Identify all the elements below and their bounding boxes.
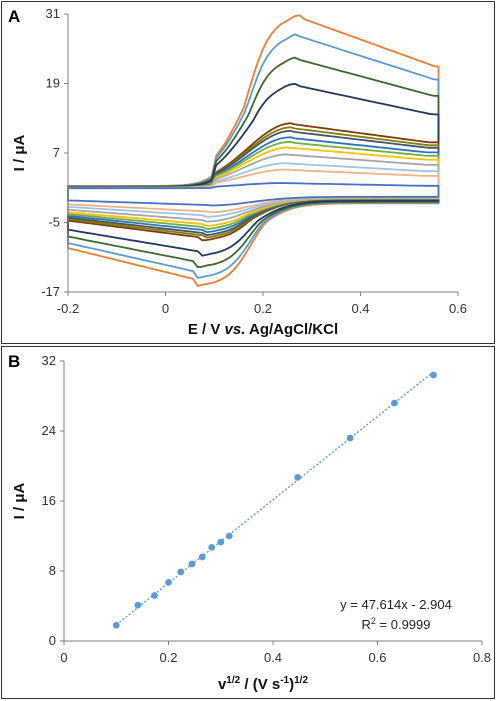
fit-points [112,371,437,629]
data-point [294,473,302,481]
data-point [151,592,158,599]
cv-x-tick-label: 0.4 [351,301,369,316]
data-point [225,532,233,540]
fit-y-tick-label: 24 [42,423,56,438]
fit-x-axis-label: v1/2 / (V s-1)1/2 [218,675,309,693]
cv-y-tick-label: -17 [41,284,60,299]
cv-y-axis-label: I / μA [11,134,28,171]
data-point [112,621,120,629]
fit-y-axis-label: I / μA [11,482,28,519]
data-point [217,538,225,546]
panel-b: B 0 8 16 24 32 0 0.2 0.4 0.6 0.8 I / μA v1/2 / (V… [1,346,495,699]
fit-y-tick-label: 32 [42,353,56,368]
fit-y-tick-label: 16 [42,493,56,508]
fit-x-label-end: ) [289,676,294,693]
cv-curve [67,82,440,257]
cv-axes: 31 19 7 -5 -17 -0.2 0 0.2 0.4 0.6 [41,6,467,316]
cv-x-tick-label: -0.2 [57,301,79,316]
fit-x-label-rest: / (V s [240,676,280,693]
fit-x-tick-label: 0.2 [159,650,177,665]
fit-x-tick-label: 0 [60,650,67,665]
cv-y-tick-label: 7 [53,145,60,160]
fit-axes: 0 8 16 24 32 0 0.2 0.4 0.6 0.8 [42,353,492,665]
r2-r: R [362,617,371,632]
cv-x-tick-label: 0.2 [254,301,272,316]
fit-y-tick-label: 8 [49,563,56,578]
fit-x-label-sup3: 1/2 [294,675,308,686]
fit-x-tick-label: 0.4 [264,650,282,665]
data-point [134,601,142,609]
cv-y-tick-label: -5 [48,215,60,230]
r2-sup: 2 [371,616,376,626]
data-point [208,543,216,551]
cv-x-label-vs: vs. [225,321,246,338]
fit-x-label-sup2: -1 [280,675,289,686]
data-point [430,371,437,379]
fit-x-tick-label: 0.8 [473,650,491,665]
r-squared-label: R2 = 0.9999 [362,616,431,632]
r2-value: = 0.9999 [376,617,431,632]
cv-x-label-part3: Ag/AgCl/KCl [245,321,338,338]
panel-b-label: B [8,352,20,371]
cv-x-axis-label: E / V vs. Ag/AgCl/KCl [188,321,338,338]
cv-curve [67,182,440,207]
cv-y-tick-label: 19 [46,76,60,91]
data-point [177,568,185,576]
trendline [115,371,434,626]
panel-a-label: A [8,7,20,26]
trendline-equation: y = 47.614x - 2.904 [340,597,452,612]
cv-curve [67,162,440,218]
fit-x-label-sup: 1/2 [226,675,240,686]
cv-x-tick-label: 0.6 [449,301,467,316]
data-point [188,560,196,568]
cv-curve [67,168,440,214]
cv-x-tick-label: 0 [162,301,169,316]
data-point [346,434,354,442]
fit-x-label-v: v [218,676,227,693]
data-point [391,399,398,407]
cv-x-label-part1: E / V [188,321,225,338]
fit-x-tick-label: 0.6 [368,650,386,665]
data-point [198,553,206,561]
fit-y-tick-label: 0 [49,633,56,648]
fit-trendline [115,371,434,626]
cv-curve [67,122,440,242]
data-point [165,578,172,586]
cv-chart: A 31 19 7 -5 -17 -0.2 0 0.2 0.4 0.6 I / μA E / V … [8,6,467,338]
cv-curves [67,14,440,288]
panel-a: A 31 19 7 -5 -17 -0.2 0 0.2 0.4 0.6 I / μA E / V … [1,1,495,344]
cv-y-tick-label: 31 [46,6,60,21]
